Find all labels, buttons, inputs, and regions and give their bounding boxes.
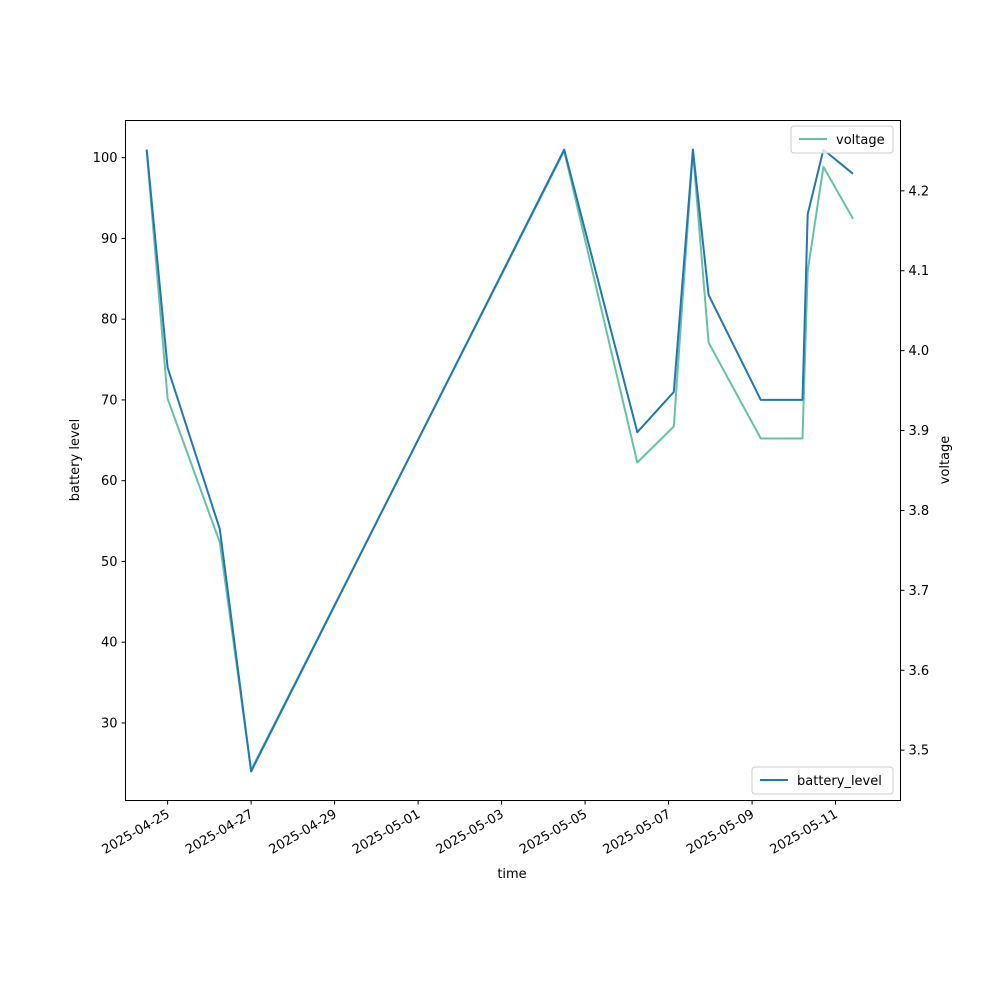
right-tick-label: 3.7 <box>909 584 930 599</box>
left-axis: 30 40 50 60 70 80 90 100 <box>93 151 126 731</box>
right-axis: 3.5 3.6 3.7 3.8 3.9 4.0 4.1 4.2 <box>900 184 930 759</box>
legend-voltage: voltage <box>790 125 894 154</box>
left-tick-label: 60 <box>101 474 118 489</box>
legend-voltage-label: voltage <box>836 133 885 148</box>
left-tick-label: 100 <box>93 151 118 166</box>
series-line-voltage <box>145 149 854 772</box>
legend-voltage-box <box>790 125 894 154</box>
legend-battery-level-label: battery_level <box>797 774 882 789</box>
right-tick-label: 3.6 <box>909 664 930 679</box>
right-tick-label: 3.8 <box>909 504 930 519</box>
plot-layer <box>145 148 854 773</box>
legend-battery-level-box <box>751 766 894 795</box>
right-tick-label: 3.9 <box>909 424 930 439</box>
legend-battery-level: battery_level <box>751 766 894 795</box>
right-tick-label: 4.0 <box>909 344 930 359</box>
left-tick-label: 70 <box>101 393 118 408</box>
left-axis-label: battery level <box>68 419 83 502</box>
right-tick-label: 4.2 <box>909 184 930 199</box>
left-tick-label: 40 <box>101 636 118 651</box>
right-tick-label: 4.1 <box>909 264 930 279</box>
left-tick-label: 90 <box>101 232 118 247</box>
plot-frame <box>125 120 901 801</box>
right-axis-label: voltage <box>938 436 953 485</box>
series-line-battery-level <box>145 148 854 773</box>
right-tick-label: 3.5 <box>909 744 930 759</box>
left-tick-label: 80 <box>101 313 118 328</box>
left-tick-label: 30 <box>101 716 118 731</box>
x-axis-label: time <box>497 867 526 882</box>
left-tick-label: 50 <box>101 555 118 570</box>
